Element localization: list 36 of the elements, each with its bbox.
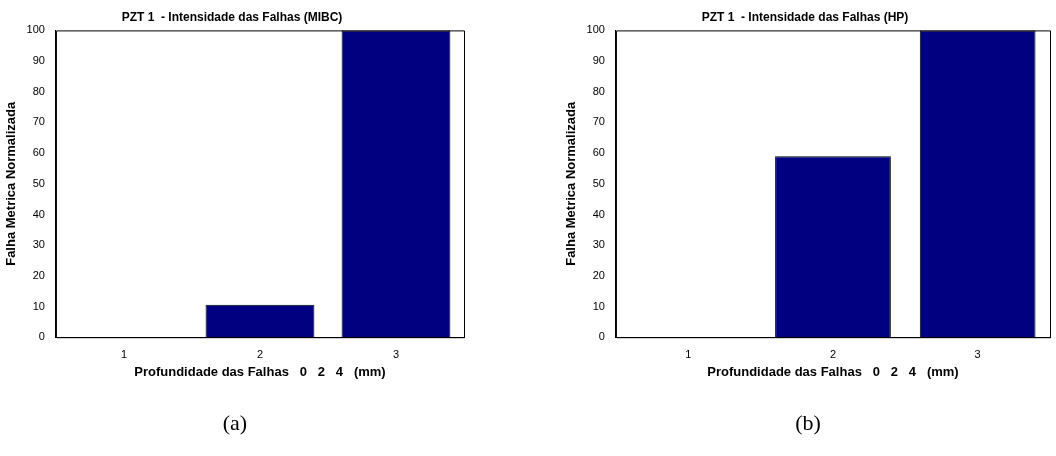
x-tick-label: 2 [829,347,837,360]
y-tick-label: 0 [598,330,605,343]
y-tick-label: 70 [592,115,605,128]
x-tick-label: 3 [392,347,400,360]
x-tick-label: 2 [256,347,264,360]
x-axis-title: Profundidade das Falhas 0 2 4 (mm) [134,363,386,379]
y-tick-label: 70 [32,115,45,128]
y-axis-title: Falha Metrica Normalizada [563,101,579,266]
y-tick-label: 20 [32,268,45,281]
x-tick-label: 1 [685,347,692,360]
chart-title: PZT 1 - Intensidade das Falhas (MIBC) [121,9,343,24]
x-axis-title: Profundidade das Falhas 0 2 4 (mm) [707,363,959,379]
y-tick-label: 100 [26,23,45,36]
y-tick-label: 30 [592,238,605,251]
y-tick-label: 10 [592,299,605,312]
text: (a) [221,410,249,436]
text: (b) [794,410,822,436]
y-tick-label: 30 [32,238,45,251]
y-tick-label: 80 [592,84,605,97]
x-tick-label: 1 [120,347,128,360]
y-tick-label: 40 [32,207,45,220]
y-tick-label: 10 [32,299,45,312]
y-tick-label: 0 [38,330,45,343]
y-tick-label: 60 [32,146,45,159]
y-tick-label: 80 [32,84,45,97]
y-tick-label: 100 [586,23,605,36]
chart-title: PZT 1 - Intensidade das Falhas (HP) [701,9,909,24]
x-tick-label: 3 [974,347,981,360]
y-tick-label: 40 [592,207,605,220]
y-tick-label: 50 [592,176,605,189]
y-tick-label: 90 [592,54,605,67]
y-axis-title: Falha Metrica Normalizada [3,101,19,266]
y-tick-label: 20 [592,268,605,281]
y-tick-label: 90 [32,54,45,67]
y-tick-label: 50 [32,176,45,189]
y-tick-label: 60 [592,146,605,159]
